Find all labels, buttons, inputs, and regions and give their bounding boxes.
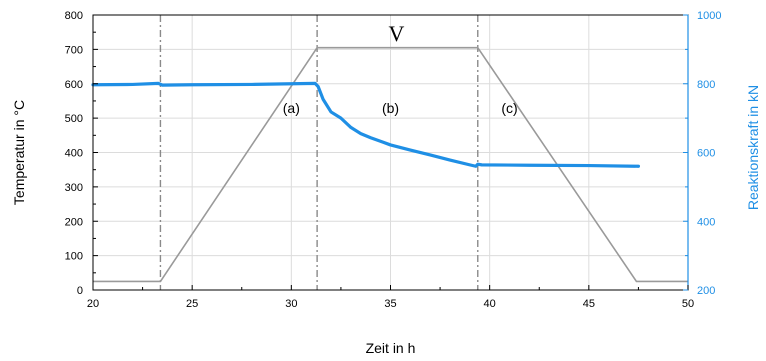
phase-annotation: (b): [382, 100, 399, 116]
x-axis-title: Zeit in h: [366, 340, 416, 356]
y-tick-label: 200: [65, 216, 83, 228]
x-tick-label: 45: [583, 298, 595, 310]
y-tick-label: 300: [65, 182, 83, 194]
y-tick-label: 0: [77, 285, 83, 297]
y2-axis-title: Reaktionskraft in kN: [745, 85, 761, 210]
y-tick-label: 100: [65, 251, 83, 263]
reaction-force-line: [91, 81, 641, 168]
y-tick-label: 800: [65, 10, 83, 22]
y2-tick-label: 800: [697, 79, 715, 91]
annotation-v: V: [389, 21, 405, 46]
x-tick-label: 20: [87, 298, 99, 310]
temperature-line: [93, 46, 688, 283]
x-tick-label: 25: [186, 298, 198, 310]
y-tick-label: 400: [65, 148, 83, 160]
y2-tick-label: 1000: [697, 10, 721, 22]
y-tick-label: 600: [65, 79, 83, 91]
y2-tick-label: 400: [697, 216, 715, 228]
y-tick-label: 700: [65, 44, 83, 56]
x-tick-label: 40: [484, 298, 496, 310]
y-tick-label: 500: [65, 113, 83, 125]
x-tick-label: 35: [384, 298, 396, 310]
y-axis-title: Temperatur in °C: [11, 100, 27, 205]
phase-annotation: (c): [501, 100, 517, 116]
x-tick-label: 50: [682, 298, 694, 310]
y2-tick-label: 200: [697, 285, 715, 297]
y2-tick-label: 600: [697, 148, 715, 160]
phase-annotation: (a): [283, 100, 300, 116]
x-tick-label: 30: [285, 298, 297, 310]
